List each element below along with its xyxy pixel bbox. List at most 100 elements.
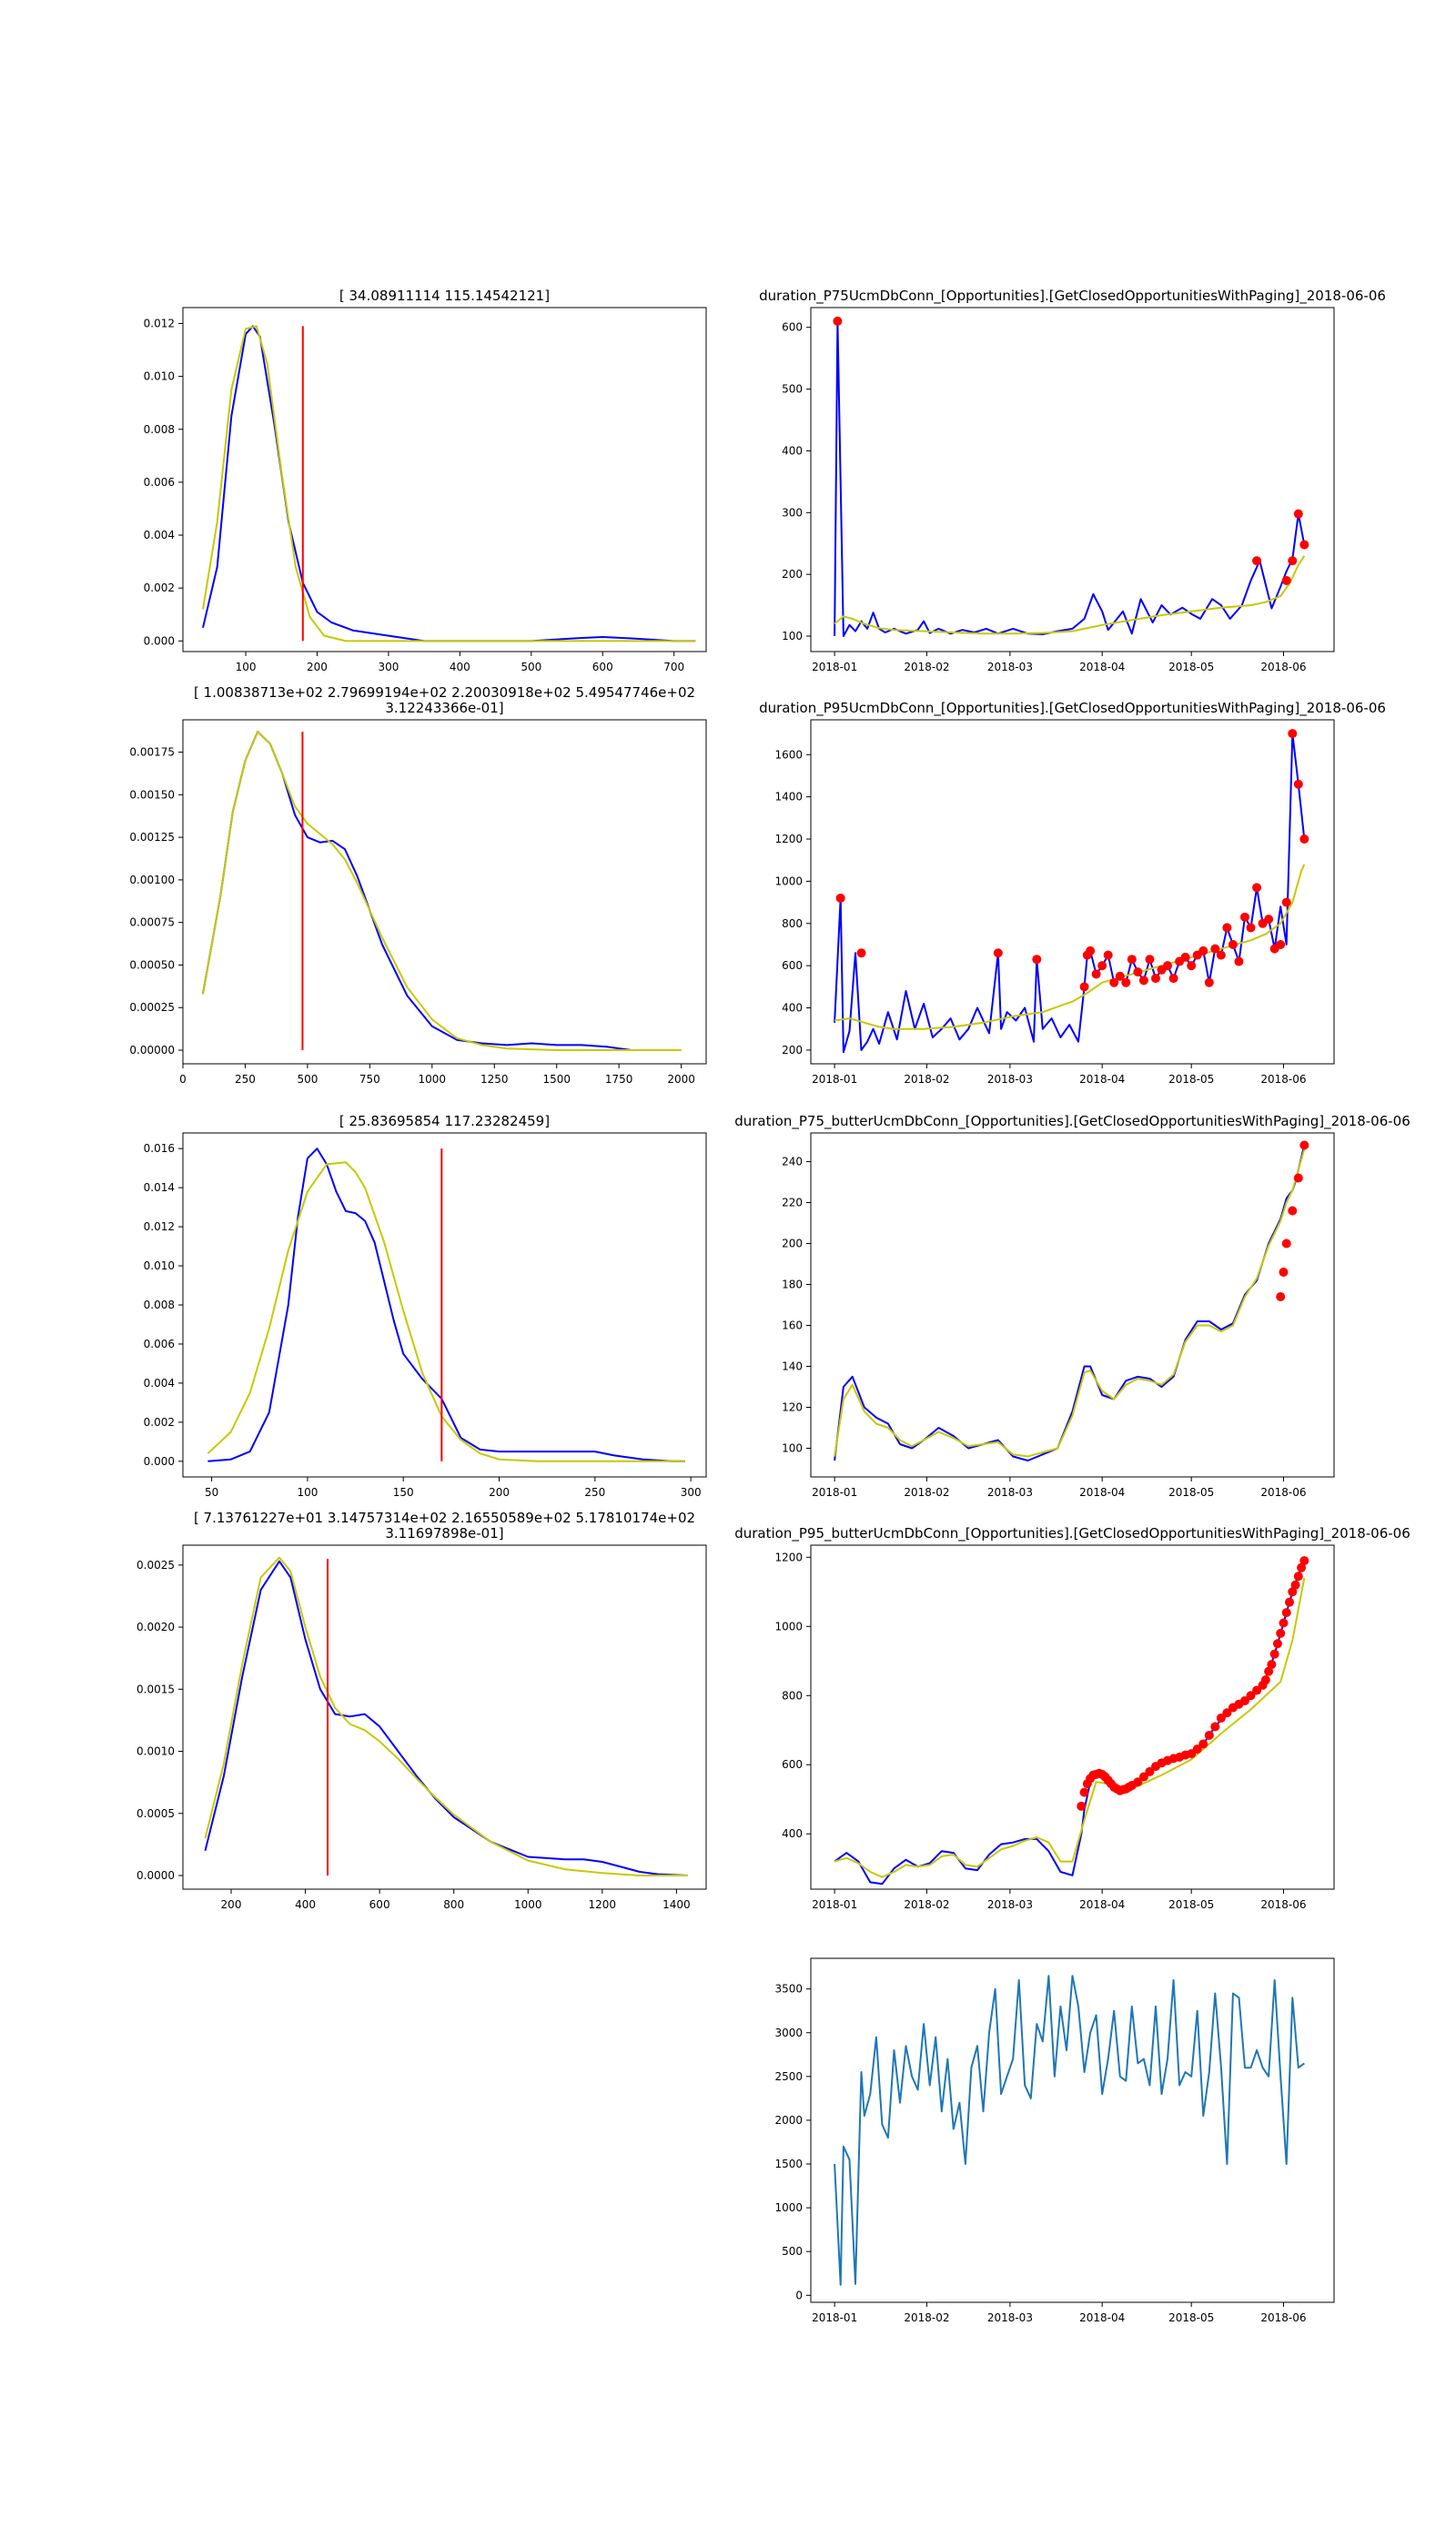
anomaly-point — [1281, 575, 1291, 585]
chart-title: 3.11697898e-01] — [385, 1525, 503, 1542]
anomaly-point — [1281, 1239, 1291, 1249]
anomaly-point — [1127, 955, 1137, 965]
y-tick-label: 0.00175 — [129, 746, 175, 759]
y-tick-label: 0.008 — [144, 423, 175, 436]
y-tick-label: 200 — [782, 568, 803, 581]
anomaly-point — [835, 893, 845, 903]
anomaly-point — [1168, 974, 1178, 984]
x-tick-label: 2018-04 — [1079, 1898, 1125, 1911]
series-line-1 — [201, 731, 682, 1051]
anomaly-point — [1293, 1572, 1303, 1582]
x-tick-label: 2018-04 — [1079, 2311, 1125, 2324]
plot-area — [833, 316, 1309, 637]
x-tick-label: 200 — [221, 1898, 242, 1911]
anomaly-point — [1264, 915, 1274, 925]
chart-title: duration_P95_butterUcmDbConn_[Opportunit… — [734, 1525, 1410, 1542]
anomaly-point — [1299, 1140, 1309, 1150]
y-tick-label: 200 — [782, 1238, 803, 1250]
x-tick-label: 600 — [369, 1898, 390, 1911]
anomaly-point — [1269, 1649, 1279, 1659]
series-line-1 — [834, 864, 1306, 1030]
x-tick-label: 1000 — [514, 1898, 542, 1911]
anomaly-point — [1180, 952, 1190, 962]
series-line-0 — [834, 319, 1306, 637]
y-tick-label: 220 — [782, 1197, 803, 1209]
y-tick-label: 0.010 — [144, 1259, 175, 1272]
anomaly-point — [1091, 969, 1101, 979]
anomaly-point — [1276, 939, 1286, 949]
x-tick-label: 2018-04 — [1079, 1486, 1125, 1499]
anomaly-point — [1234, 956, 1244, 966]
y-tick-label: 0.00125 — [129, 831, 175, 844]
x-tick-label: 1000 — [419, 1073, 447, 1086]
y-tick-label: 1000 — [774, 875, 803, 887]
anomaly-point — [1204, 1730, 1214, 1740]
y-tick-label: 0.00100 — [129, 874, 175, 886]
y-tick-label: 1600 — [774, 748, 803, 761]
anomaly-point — [1198, 945, 1208, 956]
plot-area — [202, 325, 696, 642]
y-tick-label: 1500 — [774, 2158, 803, 2170]
y-tick-label: 0.00025 — [129, 1001, 175, 1014]
x-tick-label: 750 — [359, 1073, 380, 1086]
anomaly-point — [1284, 1597, 1294, 1607]
axes-frame — [810, 1544, 1335, 1890]
anomaly-point — [1133, 1777, 1143, 1787]
y-tick-label: 0.012 — [144, 1220, 175, 1233]
x-tick-label: 2018-01 — [812, 2311, 857, 2324]
x-tick-label: 250 — [235, 1073, 256, 1086]
anomaly-point — [1145, 1766, 1155, 1776]
y-tick-label: 0.00000 — [129, 1044, 175, 1057]
plot-area — [207, 1148, 685, 1462]
x-tick-label: 100 — [236, 661, 257, 673]
x-tick-label: 150 — [393, 1486, 414, 1499]
series-line-1 — [834, 555, 1306, 635]
x-tick-label: 2018-03 — [987, 2311, 1033, 2324]
axes-frame — [810, 1957, 1335, 2303]
x-tick-label: 600 — [592, 661, 613, 673]
anomaly-point — [1150, 974, 1160, 984]
y-tick-label: 0.002 — [144, 1416, 175, 1429]
y-tick-label: 1000 — [774, 2201, 803, 2214]
plot-area — [204, 1556, 688, 1876]
series-line-0 — [204, 1560, 688, 1876]
x-tick-label: 1400 — [662, 1898, 691, 1911]
x-tick-label: 50 — [205, 1486, 218, 1499]
y-tick-label: 100 — [782, 1442, 803, 1455]
chart-title: [ 34.08911114 115.14542121] — [339, 288, 550, 304]
anomaly-point — [1109, 977, 1119, 987]
axes-frame — [182, 719, 707, 1065]
anomaly-point — [1293, 509, 1303, 519]
x-tick-label: 200 — [307, 661, 328, 673]
anomaly-point — [1086, 945, 1096, 956]
anomaly-point — [1293, 779, 1303, 789]
y-tick-label: 100 — [782, 630, 803, 642]
y-tick-label: 3500 — [774, 1983, 803, 1996]
chart-title: [ 25.83695854 117.23282459] — [339, 1113, 550, 1129]
y-tick-label: 400 — [782, 1827, 803, 1840]
x-tick-label: 2018-03 — [987, 1073, 1033, 1086]
anomaly-point — [1204, 977, 1214, 987]
anomaly-point — [1290, 1580, 1300, 1590]
anomaly-point — [1267, 1660, 1277, 1670]
anomaly-point — [833, 316, 843, 326]
anomaly-point — [1222, 923, 1232, 933]
y-tick-label: 0.016 — [144, 1142, 175, 1155]
series-line-0 — [207, 1148, 685, 1462]
x-tick-label: 2018-05 — [1168, 1486, 1214, 1499]
anomaly-point — [1216, 950, 1226, 960]
anomaly-point — [1288, 1206, 1298, 1216]
x-tick-label: 0 — [179, 1073, 187, 1086]
y-tick-label: 0.004 — [144, 529, 175, 541]
axes-frame — [810, 719, 1335, 1065]
anomaly-point — [1192, 1744, 1202, 1754]
x-tick-label: 2018-03 — [987, 661, 1033, 673]
chart-kde3: 50 100 150 200 250 300 0.000 0.002 0.004 0.006 0.0… — [144, 1113, 707, 1499]
x-tick-label: 500 — [521, 661, 541, 673]
anomaly-point — [1279, 1618, 1289, 1628]
x-tick-label: 1200 — [589, 1898, 617, 1911]
y-tick-label: 1200 — [774, 1551, 803, 1563]
y-tick-label: 0.012 — [144, 317, 175, 329]
y-tick-label: 180 — [782, 1279, 803, 1291]
chart-title: duration_P75_butterUcmDbConn_[Opportunit… — [734, 1113, 1410, 1130]
